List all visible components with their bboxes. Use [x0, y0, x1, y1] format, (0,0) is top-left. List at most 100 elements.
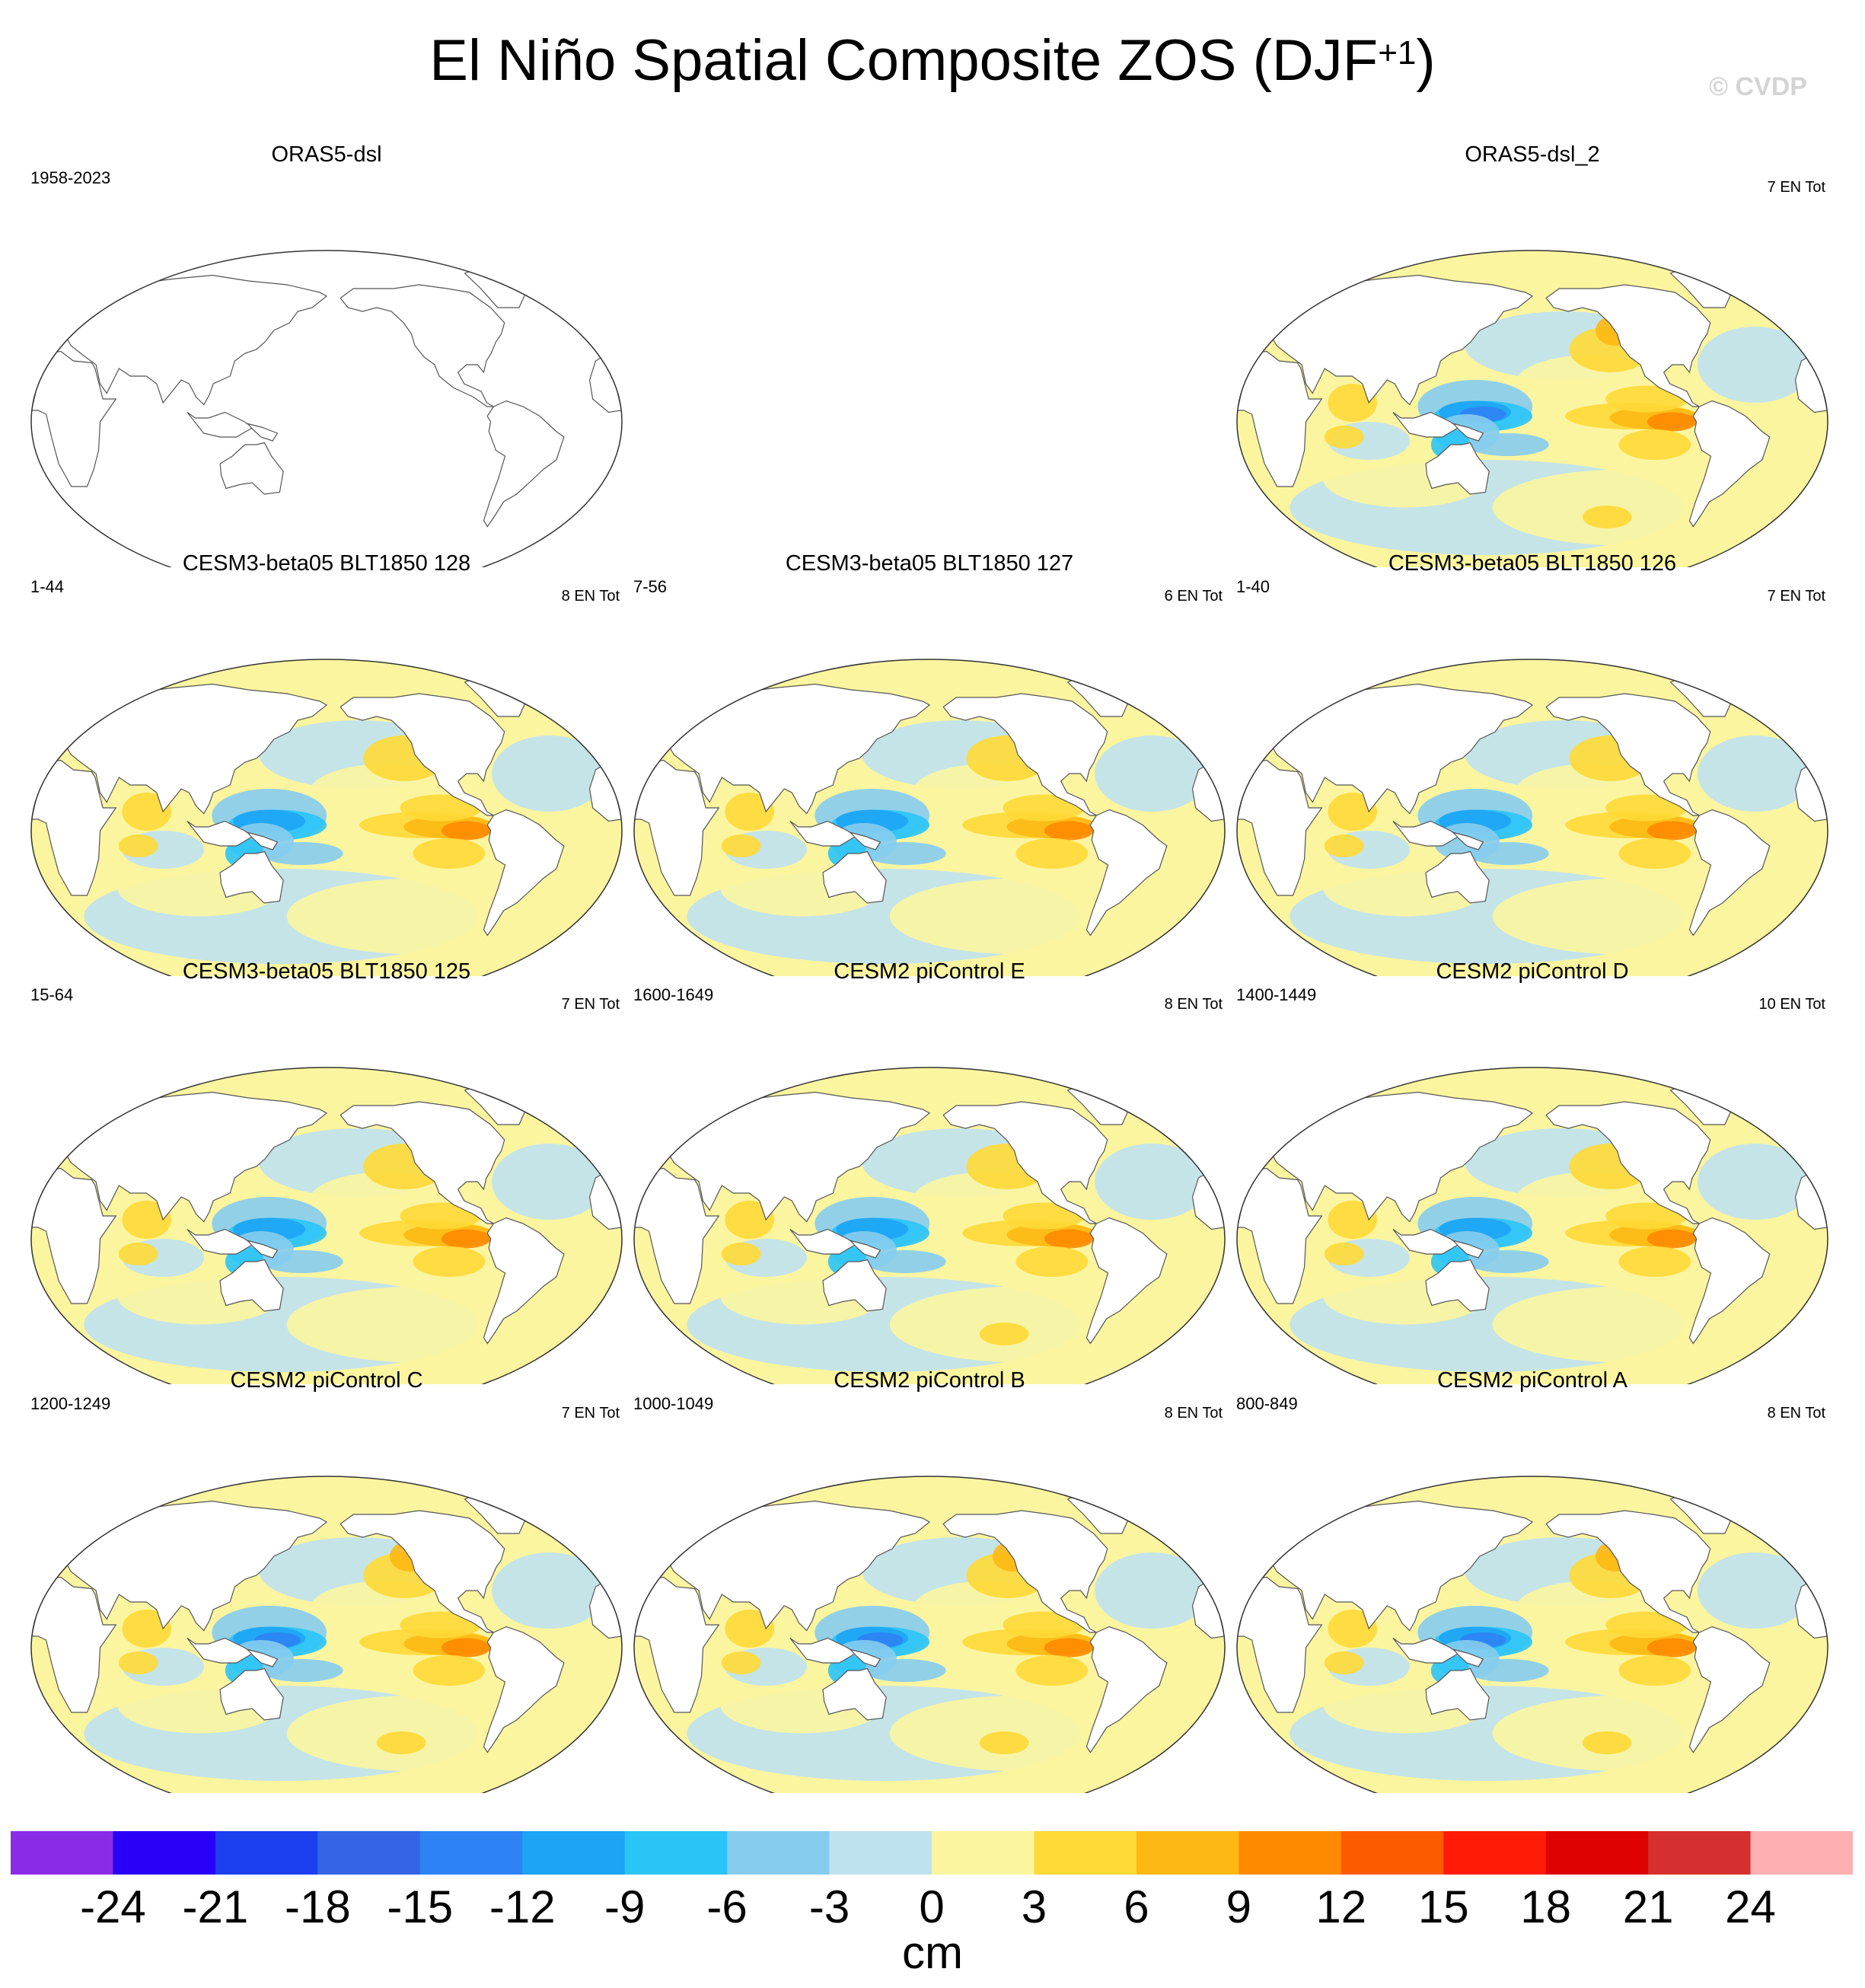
anomaly-contour [863, 1659, 946, 1682]
anomaly-contour [1094, 1552, 1210, 1629]
land-australia [822, 1259, 887, 1312]
anomaly-contour [1328, 384, 1378, 422]
main-title: El Niño Spatial Composite ZOS (DJF+1) [0, 23, 1865, 99]
land-south-america [1086, 1626, 1168, 1753]
anomaly-contour [1466, 1659, 1549, 1682]
land-eurasia-west [1257, 1500, 1534, 1632]
anomaly-contour [260, 1250, 343, 1273]
colorbar-tick-label: 0 [919, 1881, 945, 1932]
land-africa [31, 1167, 117, 1304]
colorbar-tick-label: 15 [1417, 1881, 1469, 1932]
land-australia [1425, 850, 1490, 904]
land-africa [1237, 350, 1323, 487]
colorbar-tick-label: -9 [604, 1881, 646, 1932]
land-australia [1425, 1667, 1490, 1721]
world-map [1236, 1067, 1828, 1384]
colorbar-segment [1443, 1831, 1547, 1875]
anomaly-contour [1324, 1243, 1364, 1265]
panel-years: 1958-2023 [30, 168, 111, 187]
anomaly-contour [400, 794, 483, 822]
land-africa [31, 350, 117, 487]
land-new-guinea [246, 423, 279, 442]
land-africa [31, 759, 117, 896]
anomaly-contour [721, 1651, 761, 1674]
anomaly-contour [1605, 1202, 1688, 1230]
anomaly-contour [441, 1229, 491, 1249]
anomaly-contour [286, 878, 550, 955]
map-panel: CESM2 piControl B 1000-1049 8 EN Tot [629, 1367, 1230, 1793]
land-south-america [483, 1626, 565, 1753]
world-map [30, 659, 623, 976]
anomaly-contour [286, 1695, 550, 1772]
world-map [30, 1476, 623, 1793]
land-north-america [340, 1101, 505, 1224]
land-australia [1425, 442, 1490, 495]
map-border [30, 659, 623, 976]
anomaly-contour [118, 1651, 158, 1674]
anomaly-contour [1324, 834, 1364, 857]
map-panel: CESM3-beta05 BLT1850 125 15-64 7 EN Tot [26, 958, 627, 1384]
colorbar-segment [1239, 1831, 1342, 1875]
land-eurasia-west [51, 274, 328, 406]
anomaly-contour [889, 878, 1152, 955]
anomaly-contour [1003, 1202, 1086, 1230]
anomaly-contour [889, 1286, 1152, 1363]
map-panel: ORAS5-dsl 1958-2023 [26, 141, 627, 567]
anomaly-contour [400, 1202, 483, 1230]
anomaly-contour [863, 842, 946, 865]
panel-title: CESM3-beta05 BLT1850 127 [785, 551, 1074, 576]
world-map [30, 250, 623, 567]
map-border [30, 250, 623, 567]
colorbar-segment [419, 1831, 523, 1875]
map-border [633, 1067, 1226, 1384]
anomaly-contour [1003, 1611, 1086, 1639]
land-eurasia-west [654, 1091, 931, 1223]
land-eurasia-west [1257, 1091, 1534, 1223]
map-border [633, 1476, 1226, 1793]
colorbar-unit: cm [902, 1927, 963, 1978]
panel-title: CESM2 piControl B [834, 1368, 1025, 1393]
world-map [633, 1476, 1226, 1793]
colorbar-segment [317, 1831, 421, 1875]
panel-years: 1200-1249 [30, 1394, 111, 1413]
map-panel: ORAS5-dsl_2 7 EN Tot [1232, 141, 1833, 567]
anomaly-contour [1044, 1229, 1094, 1249]
anomaly-contour [721, 1243, 761, 1265]
anomaly-contour [1324, 1651, 1364, 1674]
land-eurasia-west [1257, 683, 1534, 815]
anomaly-contour [1015, 1246, 1089, 1277]
map-border [1236, 1067, 1828, 1384]
anomaly-contour [1647, 1638, 1697, 1658]
anomaly-contour [118, 834, 158, 857]
anomaly-contour [413, 1246, 486, 1277]
colorbar-tick-label: -21 [182, 1881, 249, 1932]
panel-years: 1-40 [1236, 577, 1270, 596]
land-australia [219, 850, 284, 904]
world-map [1236, 659, 1828, 976]
map-panel: CESM2 piControl E 1600-1649 8 EN Tot [629, 958, 1230, 1384]
land-eurasia-west [654, 683, 931, 815]
anomaly-contour [1492, 1695, 1755, 1772]
map-border [1236, 1476, 1828, 1793]
anomaly-contour [413, 1655, 486, 1686]
land-south-america [483, 400, 565, 528]
panel-event-count: 7 EN Tot [1767, 179, 1825, 196]
colorbar-segment [11, 1831, 113, 1875]
anomaly-contour [1582, 1731, 1632, 1754]
colorbar-segment [829, 1831, 932, 1875]
colorbar-segment [1136, 1831, 1239, 1875]
anomaly-contour [863, 1250, 946, 1273]
anomaly-contour [1015, 838, 1089, 869]
colorbar-tick-label: -18 [284, 1881, 351, 1932]
panel-event-count: 8 EN Tot [1767, 1405, 1825, 1422]
anomaly-contour [491, 736, 607, 812]
colorbar-tick-label: -24 [80, 1881, 146, 1932]
anomaly-contour [1094, 1144, 1210, 1220]
land-north-america [340, 693, 505, 816]
anomaly-contour [1466, 842, 1549, 865]
panel-years: 7-56 [633, 577, 668, 596]
anomaly-contour [441, 1638, 491, 1658]
land-africa [634, 1576, 720, 1713]
panel-title: ORAS5-dsl [271, 142, 382, 167]
panel-years: 15-64 [30, 985, 74, 1004]
